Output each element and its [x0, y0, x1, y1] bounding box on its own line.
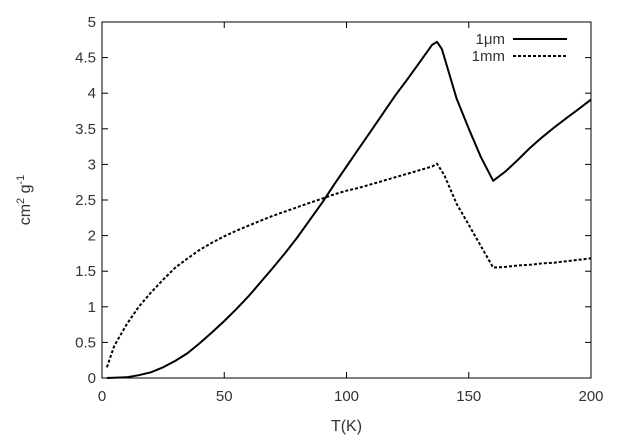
y-tick-label-4: 2 [88, 228, 96, 245]
y-label-base-1: cm [17, 204, 34, 225]
legend-label-1um: 1μm [476, 31, 505, 48]
y-axis-label: cm2 g-1 [15, 175, 34, 226]
y-tick-label-5: 2.5 [75, 192, 96, 209]
legend-label-1mm: 1mm [472, 48, 505, 65]
y-tick-label-0: 0 [88, 370, 96, 387]
y-tick-label-3: 1.5 [75, 263, 96, 280]
y-label-base-2: g [17, 184, 34, 197]
y-tick-label-7: 3.5 [75, 121, 96, 138]
y-tick-label-8: 4 [88, 85, 96, 102]
y-label-exp-2: -1 [15, 175, 27, 185]
y-tick-label-10: 5 [88, 14, 96, 31]
x-tick-label-1: 50 [216, 388, 233, 405]
y-tick-label-9: 4.5 [75, 50, 96, 67]
x-axis-label: T(K) [331, 418, 362, 435]
x-tick-label-0: 0 [98, 388, 106, 405]
plot-frame [101, 21, 592, 379]
y-tick-label-2: 1 [88, 299, 96, 316]
y-tick-label-6: 3 [88, 156, 96, 173]
y-tick-label-1: 0.5 [75, 334, 96, 351]
series-line-1um [106, 40, 592, 379]
x-tick-label-2: 100 [334, 388, 359, 405]
x-tick-label-3: 150 [456, 388, 481, 405]
x-tick-label-4: 200 [578, 388, 603, 405]
y-label-exp-1: 2 [15, 198, 27, 204]
legend: 1μm 1mm [472, 31, 567, 65]
series-line-1mm [105, 162, 592, 368]
